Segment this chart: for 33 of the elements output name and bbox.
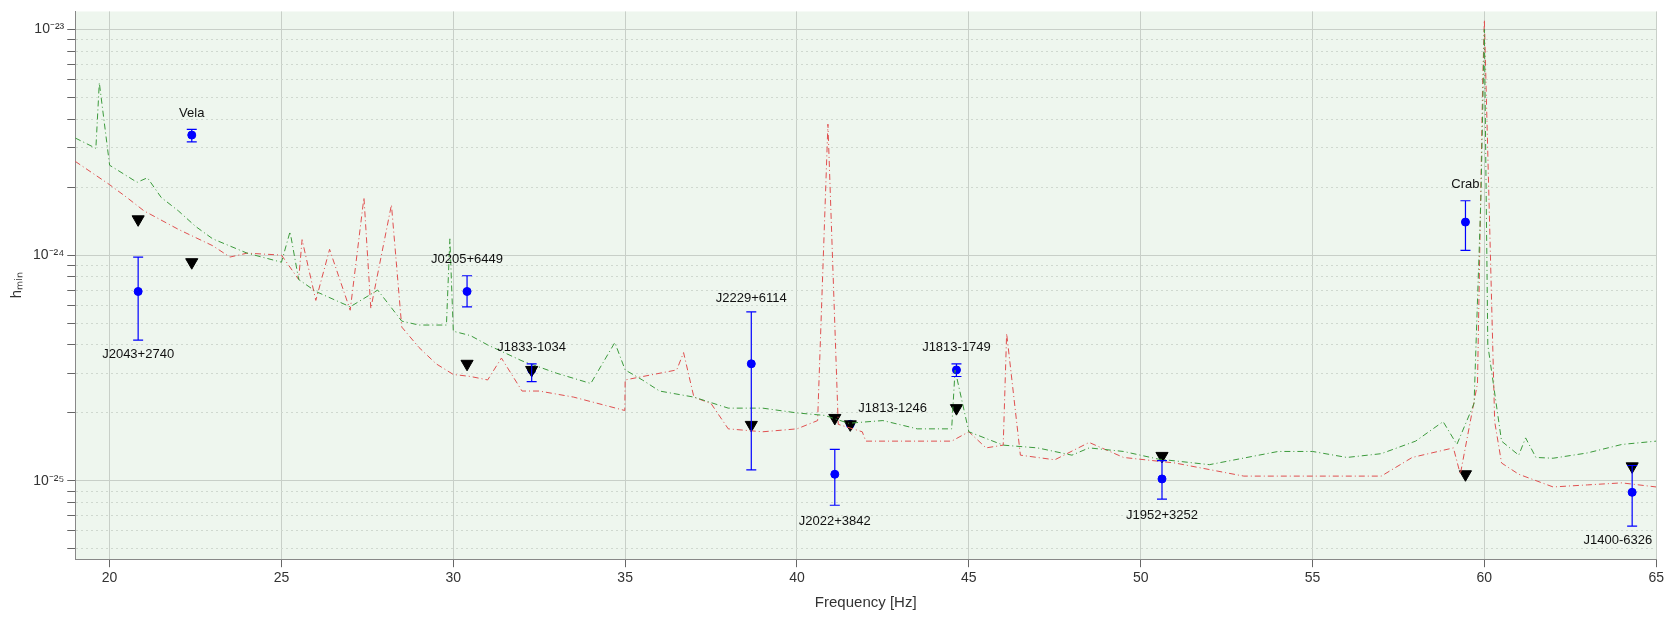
x-tick-label: 35: [617, 569, 634, 586]
annotation: J1952+3252: [1126, 506, 1198, 522]
point: [131, 215, 145, 227]
y-tick-label: 10⁻²⁵: [33, 471, 65, 488]
x-tick-label: 65: [1648, 569, 1665, 586]
y-tick-label: 10⁻²³: [34, 20, 65, 37]
x-tick-label: 40: [789, 569, 805, 586]
x-axis-title: Frequency [Hz]: [814, 593, 917, 611]
annotation: J1813-1246: [858, 399, 927, 415]
annotation: J1400-6326: [1583, 531, 1653, 547]
annotation: J0205+6449: [431, 251, 504, 267]
annotation: Crab: [1451, 176, 1480, 192]
annotation: J2043+2740: [102, 345, 175, 361]
point: [185, 258, 199, 270]
x-tick-label: 60: [1476, 569, 1493, 586]
x-tick-label: 20: [101, 569, 118, 586]
annotation: J2022+3842: [798, 512, 871, 528]
point: [1458, 470, 1473, 482]
y-tick-label: 10⁻²⁴: [33, 245, 65, 262]
point: [746, 359, 756, 369]
x-tick-label: 55: [1304, 569, 1321, 586]
annotation: J1833-1034: [497, 339, 566, 355]
annotation: Vela: [179, 105, 206, 121]
point: [460, 359, 474, 372]
x-tick-label: 45: [961, 569, 977, 586]
x-tick-label: 25: [273, 569, 290, 586]
x-tick-label: 30: [445, 569, 462, 586]
y-axis-title: hₘᵢₙ: [7, 272, 25, 299]
annotation: J2229+6114: [715, 289, 787, 305]
point: [830, 469, 840, 479]
point: [949, 404, 964, 416]
annotation: J1813-1749: [922, 339, 991, 355]
x-tick-label: 50: [1132, 569, 1149, 586]
